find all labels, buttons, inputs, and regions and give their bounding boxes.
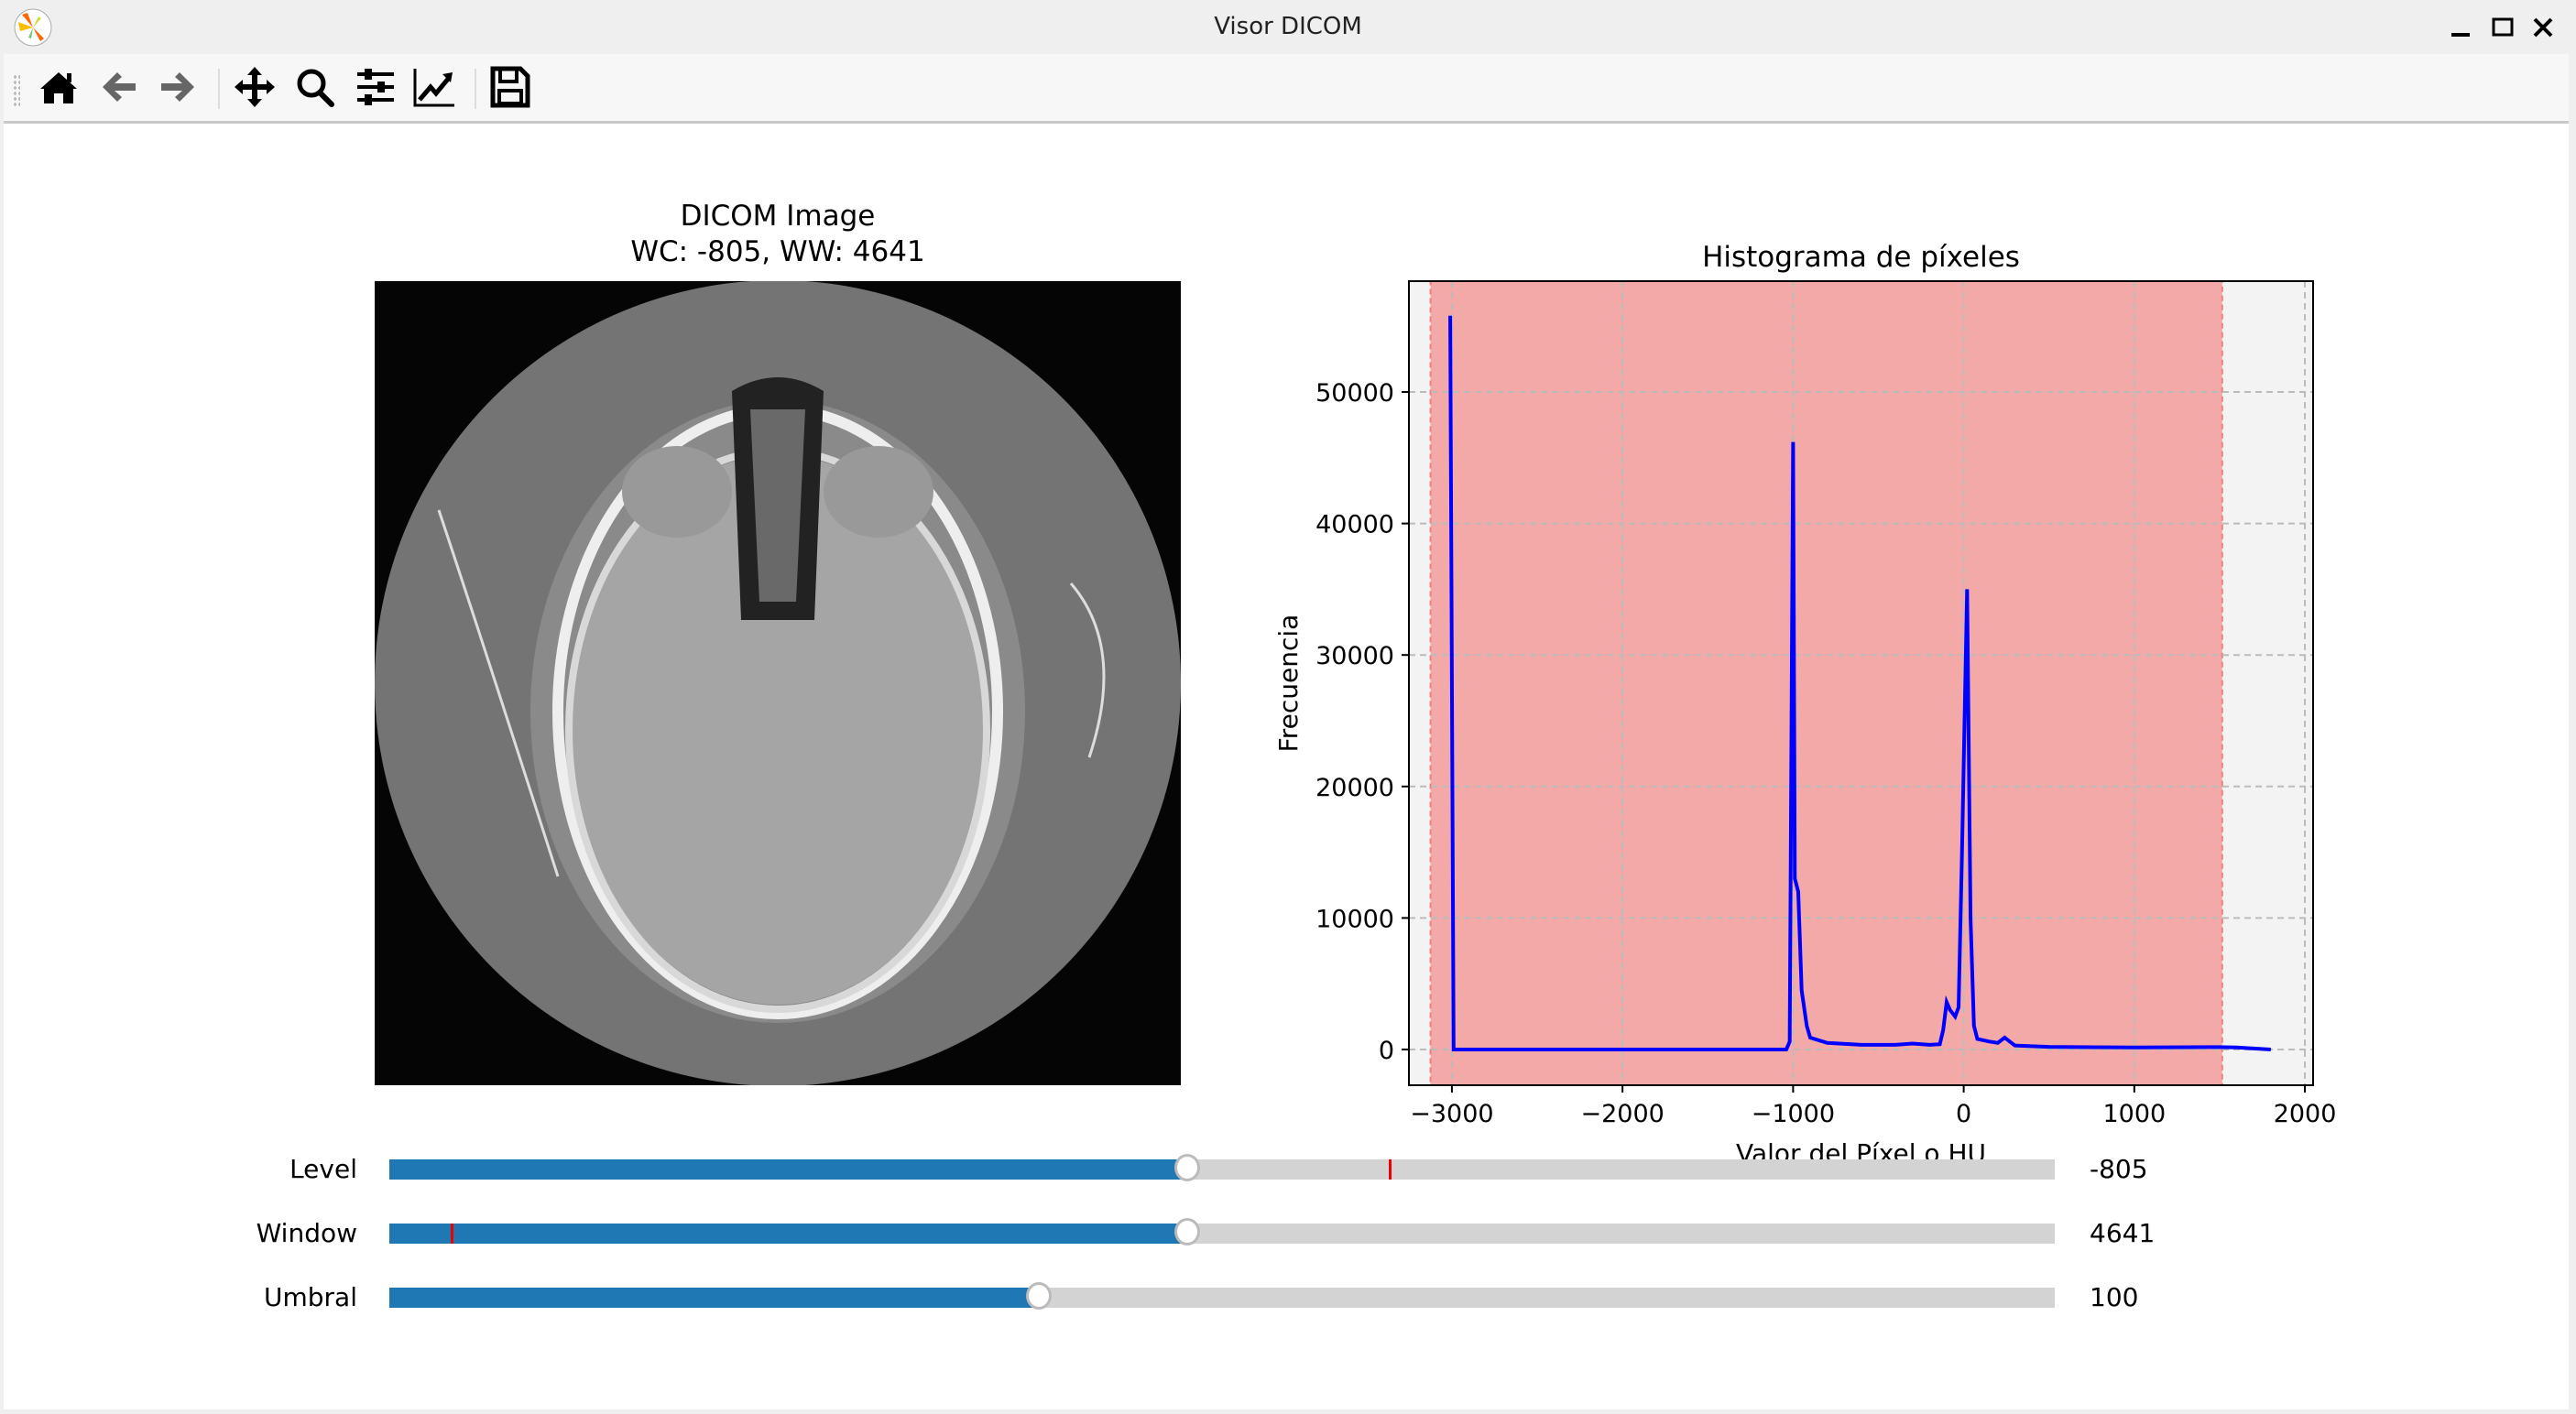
slider-value-window: 4641 [2090, 1218, 2155, 1248]
maximize-icon[interactable] [2486, 11, 2519, 44]
slider-value-umbral: 100 [2090, 1282, 2138, 1312]
slider-level[interactable] [389, 1159, 2055, 1180]
back-arrow-icon[interactable] [97, 65, 141, 109]
slider-value-level: -805 [2090, 1154, 2148, 1184]
x-tick-label: −3000 [1410, 1100, 1493, 1128]
title-bar: Visor DICOM [0, 0, 2576, 54]
x-tick-label: 0 [1956, 1100, 1971, 1128]
navigation-toolbar [4, 54, 2569, 124]
y-axis-label: Frecuencia [1273, 615, 1304, 753]
slider-handle[interactable] [1026, 1282, 1052, 1310]
window-title: Visor DICOM [0, 13, 2576, 40]
window-span [1431, 281, 2222, 1085]
save-floppy-icon[interactable] [487, 65, 531, 109]
figure-canvas: DICOM Image WC: -805, WW: 4641 −3000 −200… [4, 124, 2569, 1409]
x-tick-label: 1000 [2102, 1100, 2166, 1128]
pan-move-icon[interactable] [233, 65, 277, 109]
toolbar-separator [218, 69, 220, 109]
image-title: DICOM Image [375, 199, 1181, 234]
y-tick-label: 50000 [1315, 379, 1394, 408]
close-icon[interactable] [2527, 11, 2560, 44]
forward-arrow-icon[interactable] [156, 65, 200, 109]
slider-handle[interactable] [1174, 1218, 1200, 1245]
dicom-image[interactable] [375, 281, 1181, 1085]
y-tick-label: 40000 [1315, 511, 1394, 539]
slider-label-level: Level [174, 1154, 357, 1184]
slider-window[interactable] [389, 1224, 2055, 1244]
y-tick-label: 0 [1379, 1037, 1394, 1065]
minimize-icon[interactable] [2444, 11, 2477, 44]
histogram-chart[interactable]: −3000−2000−10000100020000100002000030000… [1268, 206, 2459, 1287]
x-tick-label: 2000 [2274, 1100, 2337, 1128]
y-tick-label: 10000 [1315, 905, 1394, 933]
slider-fill [389, 1288, 1039, 1308]
chart-title: Histograma de píxeles [1702, 241, 2020, 274]
zoom-magnifier-icon[interactable] [293, 65, 337, 109]
image-subtitle: WC: -805, WW: 4641 [375, 234, 1181, 269]
toolbar-grip[interactable] [13, 74, 20, 107]
x-tick-label: −1000 [1752, 1100, 1835, 1128]
y-tick-label: 30000 [1315, 642, 1394, 670]
slider-label-window: Window [174, 1218, 357, 1248]
slider-handle[interactable] [1174, 1154, 1200, 1181]
edit-axis-icon[interactable] [412, 65, 456, 109]
slider-umbral[interactable] [389, 1288, 2055, 1308]
slider-initial-marker [451, 1224, 453, 1244]
slider-fill [389, 1224, 1187, 1244]
slider-label-umbral: Umbral [174, 1282, 357, 1312]
toolbar-separator [475, 69, 476, 109]
configure-subplots-icon[interactable] [354, 65, 398, 109]
slider-initial-marker [1389, 1159, 1392, 1180]
x-tick-label: −2000 [1580, 1100, 1664, 1128]
y-tick-label: 20000 [1315, 774, 1394, 802]
home-icon[interactable] [37, 65, 81, 109]
slider-fill [389, 1159, 1187, 1180]
